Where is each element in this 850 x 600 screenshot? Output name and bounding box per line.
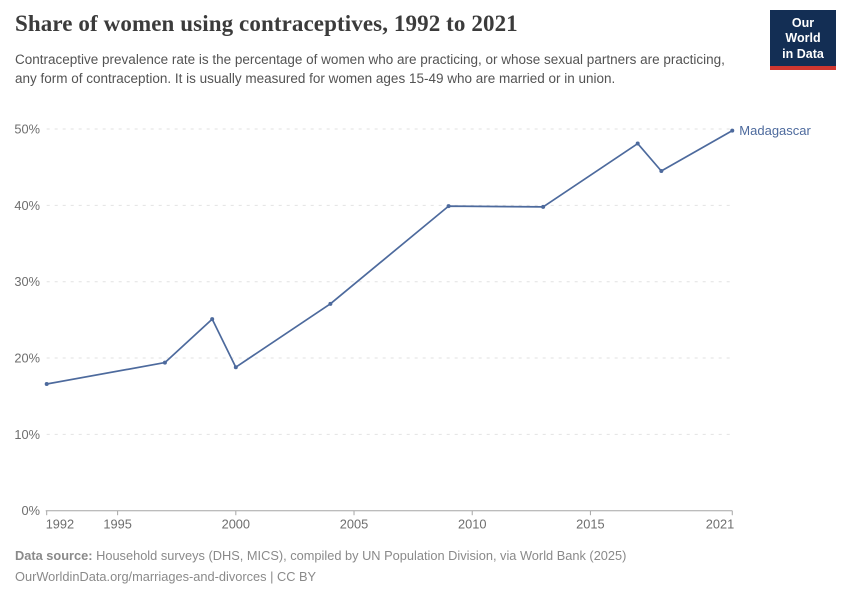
data-source-text: Household surveys (DHS, MICS), compiled …: [92, 548, 627, 563]
data-point[interactable]: [44, 381, 49, 386]
data-point[interactable]: [635, 141, 640, 146]
data-point[interactable]: [659, 169, 664, 174]
line-chart: 0% 10% 20% 30% 40% 50% 1992 1995 2000 2005 2010 201…: [14, 122, 811, 532]
owid-logo-line1: Our World: [785, 16, 821, 46]
page-title: Share of women using contraceptives, 199…: [15, 11, 518, 36]
credit-line: OurWorldinData.org/marriages-and-divorce…: [15, 566, 805, 587]
chart-subtitle: Contraceptive prevalence rate is the per…: [15, 52, 725, 86]
data-point[interactable]: [233, 365, 238, 370]
y-axis-label: 20%: [14, 351, 40, 366]
data-point[interactable]: [541, 204, 546, 209]
entity-label[interactable]: Madagascar: [739, 123, 811, 138]
owid-logo[interactable]: Our World in Data: [770, 10, 836, 70]
data-point[interactable]: [210, 317, 215, 322]
data-source-label: Data source:: [15, 548, 93, 563]
y-axis-label: 30%: [14, 274, 40, 289]
x-axis-label: 2010: [458, 517, 486, 532]
y-axis-label: 50%: [14, 122, 40, 137]
x-axis-label: 2000: [222, 517, 250, 532]
y-axis-label: 0%: [22, 503, 41, 518]
y-axis-label: 10%: [14, 427, 40, 442]
y-axis-label: 40%: [14, 198, 40, 213]
license-label: CC BY: [276, 569, 317, 585]
credit-url[interactable]: OurWorldinData.org/marriages-and-divorce…: [15, 569, 267, 585]
data-point[interactable]: [162, 360, 167, 365]
chart-footer: Data source: Household surveys (DHS, MIC…: [15, 545, 805, 588]
data-point[interactable]: [730, 128, 735, 133]
x-axis-label: 1992: [46, 517, 74, 532]
owid-logo-line2: in Data: [782, 46, 824, 61]
series-line[interactable]: [45, 129, 734, 385]
credit-separator: |: [266, 569, 277, 585]
data-point[interactable]: [328, 301, 333, 306]
data-point[interactable]: [446, 204, 451, 209]
x-axis-label: 2021: [706, 517, 734, 532]
x-axis-label: 2015: [576, 517, 604, 532]
x-axis-label: 2005: [340, 517, 368, 532]
data-source-line: Data source: Household surveys (DHS, MIC…: [15, 545, 805, 566]
x-axis-label: 1995: [103, 517, 131, 532]
